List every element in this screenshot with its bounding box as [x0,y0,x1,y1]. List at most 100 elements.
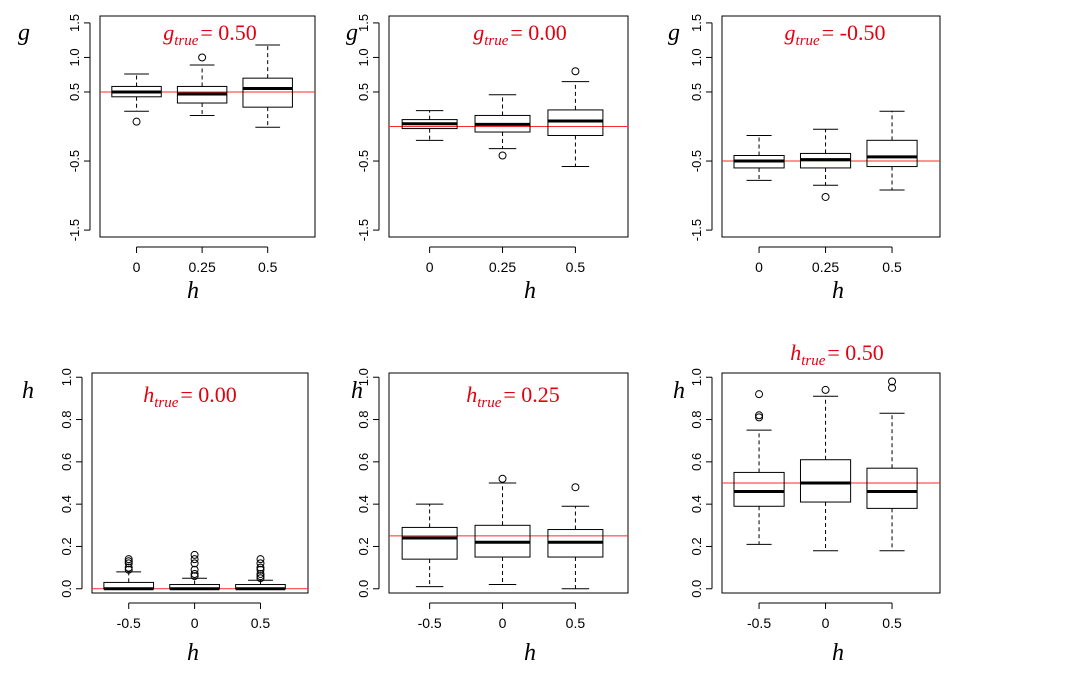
outlier-point [132,117,141,126]
x-axis-label: h [832,640,844,666]
y-axis-label: g [346,20,358,46]
outlier-point [124,565,133,574]
y-tick-label: 1.0 [356,368,371,386]
box--0.5 [401,503,458,588]
box--0.5 [103,555,155,591]
y-tick-label: 0.5 [67,83,82,101]
box-0.5 [235,555,286,591]
x-tick-label: 0.5 [566,259,586,275]
outlier-point [498,474,507,483]
title-value: = 0.00 [510,20,566,45]
y-tick-label: 1.5 [356,14,371,32]
x-axis-label: h [524,640,536,666]
x-axis-label: h [187,278,199,304]
outlier-point [571,483,580,492]
outlier-point [190,555,199,564]
y-tick-label: 1.0 [67,48,82,66]
outlier-point [821,192,830,201]
outlier-point [256,563,265,572]
title-symbol: h [143,382,154,407]
x-tick-label: 0 [499,615,507,631]
y-tick-label: 1.0 [59,368,74,386]
y-tick-label: 0.4 [59,495,74,513]
title-symbol: g [163,20,174,45]
y-tick-label: 1.0 [689,368,704,386]
y-tick-label: 0.6 [356,453,371,471]
y-tick-label: 0.8 [356,410,371,428]
iqr-box [547,109,604,136]
x-axis-label: h [832,278,844,304]
title-subscript: true [484,33,509,49]
y-tick-label: 0.4 [689,495,704,513]
title-symbol: g [473,20,484,45]
x-tick-label: -0.5 [747,615,771,631]
outlier-point [190,569,199,578]
box-0.25 [799,128,852,201]
y-tick-label: 0.4 [356,495,371,513]
panel-title: gtrue= 0.50 [163,20,257,49]
y-tick-label: 0.2 [59,537,74,555]
title-subscript: true [154,395,179,411]
x-tick-label: 0 [133,259,141,275]
box-0 [401,110,458,141]
x-tick-label: 0.25 [189,259,216,275]
y-tick-label: 0.5 [689,83,704,101]
y-tick-label: 0.8 [689,410,704,428]
box-0 [799,385,852,552]
outlier-point [190,572,199,581]
y-tick-label: 0.6 [689,453,704,471]
outlier-point [198,53,207,62]
box-0.5 [866,377,918,552]
box-0 [733,134,785,181]
y-axis-label: g [668,20,680,46]
box-0.5 [866,110,918,191]
box--0.5 [733,390,785,545]
y-tick-label: 0.0 [59,580,74,598]
x-tick-label: 0.5 [258,259,278,275]
box-0.5 [547,483,604,590]
title-value: = 0.00 [180,382,236,407]
y-tick-label: 0.0 [689,580,704,598]
x-axis-label: h [187,640,199,666]
y-tick-label: 0.6 [59,453,74,471]
outlier-point [124,555,133,564]
y-tick-label: -0.5 [689,150,704,172]
y-axis-label: g [18,20,30,46]
title-subscript: true [796,33,821,49]
panel-title: htrue= 0.50 [790,340,884,369]
y-tick-label: 0.0 [356,580,371,598]
x-tick-label: 0 [191,615,199,631]
y-tick-label: 1.5 [689,14,704,32]
y-tick-label: 0.5 [356,83,371,101]
x-tick-label: 0.5 [882,259,902,275]
box-0.25 [176,53,228,116]
y-axis-label: h [673,378,685,404]
y-axis-label: h [351,378,363,404]
y-tick-label: 1.0 [689,48,704,66]
plot-frame [91,372,309,594]
outlier-point [124,557,133,566]
x-tick-label: -0.5 [418,615,442,631]
iqr-box [866,467,918,509]
x-tick-label: 0.5 [566,615,586,631]
title-symbol: h [790,340,801,365]
iqr-box [799,459,852,503]
box-0 [111,73,162,126]
outlier-point [256,565,265,574]
outlier-point [498,151,507,160]
outlier-point [571,67,580,76]
outlier-point [256,569,265,578]
x-tick-label: 0.5 [882,615,902,631]
plot-frame [99,15,316,238]
x-axis-label: h [524,278,536,304]
box-0.5 [242,44,293,128]
x-tick-label: 0.5 [251,615,271,631]
plot-frame [388,372,629,594]
